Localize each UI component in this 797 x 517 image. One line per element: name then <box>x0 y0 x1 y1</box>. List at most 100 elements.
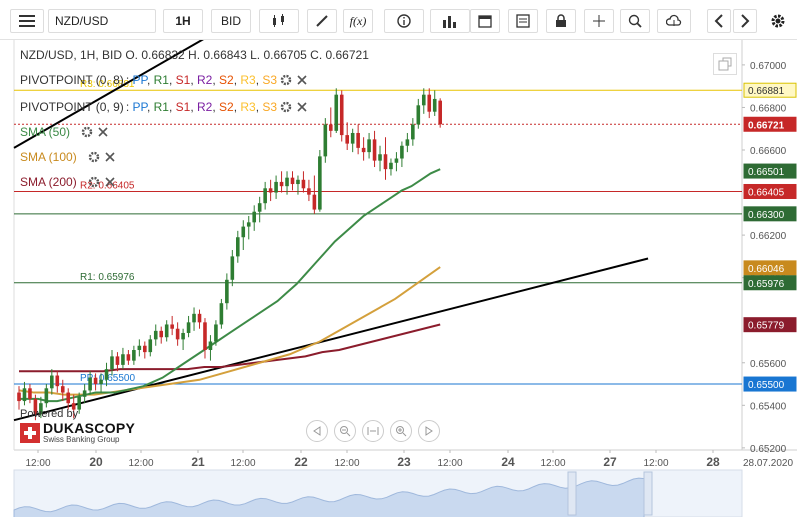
candle-body-66 <box>378 154 382 161</box>
sma50-legend[interactable]: SMA (50) <box>20 125 110 139</box>
close-icon[interactable] <box>103 150 117 164</box>
candle-body-68 <box>389 162 393 170</box>
x-tick-label-5: 22 <box>294 455 308 469</box>
gear-icon[interactable] <box>87 150 101 164</box>
candle-body-0 <box>17 392 21 402</box>
next-icon <box>741 14 750 28</box>
sma200-name: SMA (200) <box>20 175 77 189</box>
pivot-level-r3: R3 <box>240 100 256 114</box>
upload-button[interactable] <box>657 9 691 33</box>
candle-body-36 <box>214 324 218 342</box>
x-tick-label-12: 12:00 <box>643 458 668 469</box>
close-icon[interactable] <box>103 175 117 189</box>
copy-button[interactable] <box>713 53 737 75</box>
gear-icon[interactable] <box>279 100 293 114</box>
ohlc-legend: NZD/USD, 1H, BID O. 0.66832 H. 0.66843 L… <box>20 48 369 62</box>
candle-body-51 <box>296 179 300 185</box>
ohlc-text: NZD/USD, 1H, BID O. 0.66832 H. 0.66843 L… <box>20 48 369 62</box>
candle-body-61 <box>350 132 355 144</box>
draw-button[interactable] <box>307 9 337 33</box>
candle-body-30 <box>181 332 185 340</box>
candle-body-69 <box>394 158 399 163</box>
candle-body-33 <box>197 313 202 323</box>
gear-icon[interactable] <box>279 73 293 87</box>
price-type-label: BID <box>220 14 241 28</box>
candle-body-43 <box>252 211 257 223</box>
price-type-button[interactable]: BID <box>211 9 251 33</box>
candle-body-62 <box>356 132 360 148</box>
y-tick-label-3: 0.66200 <box>750 231 787 242</box>
triangle-right-icon <box>425 426 433 436</box>
price-tag-label-6: 0.65976 <box>748 279 785 290</box>
y-tick-label-7: 0.65200 <box>750 444 787 455</box>
gear-icon[interactable] <box>87 175 101 189</box>
candle-body-27 <box>164 324 169 338</box>
candle-body-15 <box>99 379 103 385</box>
copy-icon <box>718 57 732 71</box>
candle-body-17 <box>110 356 114 370</box>
trend-line-1 <box>13 40 204 149</box>
autoscale-icon <box>367 427 379 435</box>
candle-body-26 <box>159 330 164 338</box>
pivot1-legend[interactable]: PIVOTPOINT (0, 8) : PP, R1, S1, R2, S2, … <box>20 73 309 87</box>
pivot-level-s2: S2 <box>219 100 234 114</box>
x-tick-label-3: 21 <box>191 455 205 469</box>
level-label-0: R3: 0.66881 <box>80 79 135 90</box>
y-tick-label-1: 0.66800 <box>750 103 787 114</box>
lock-button[interactable] <box>546 9 576 33</box>
candle-body-11 <box>77 396 81 410</box>
template-button[interactable] <box>508 9 538 33</box>
price-tag-8 <box>743 376 797 392</box>
draw-icon <box>316 15 328 27</box>
pivot-level-pp: PP <box>132 100 147 114</box>
navigator-handle-right <box>643 471 653 516</box>
price-tag-4 <box>743 206 797 222</box>
price-tag-3 <box>743 183 797 199</box>
menu-button[interactable] <box>10 9 44 33</box>
indicators-button[interactable]: f(x) <box>343 9 373 33</box>
x-tick-label-14: 28.07.2020 <box>743 458 793 469</box>
candle-body-7 <box>55 375 60 387</box>
next-button[interactable] <box>733 9 757 33</box>
volume-button[interactable] <box>430 9 470 33</box>
autoscale-button[interactable] <box>362 420 384 442</box>
close-icon[interactable] <box>295 73 309 87</box>
pivot-level-s3: S3 <box>262 73 278 87</box>
scroll-left-button[interactable] <box>306 420 328 442</box>
pivot-level-s1: S1 <box>175 100 191 114</box>
calendar-button[interactable] <box>470 9 500 33</box>
calendar-icon <box>478 15 492 28</box>
zoom-in-button[interactable] <box>390 420 412 442</box>
x-tick-label-1: 20 <box>89 455 103 469</box>
triangle-left-icon <box>313 426 321 436</box>
crosshair-button[interactable] <box>584 9 614 33</box>
pivot-level-r1: R1 <box>153 100 169 114</box>
close-icon[interactable] <box>96 125 110 139</box>
trend-line-0 <box>13 257 649 422</box>
settings-button[interactable] <box>765 9 791 33</box>
candle-body-52 <box>301 179 306 189</box>
x-tick-label-9: 24 <box>501 455 515 469</box>
zoom-out-button[interactable] <box>334 420 356 442</box>
prev-button[interactable] <box>707 9 731 33</box>
lock-icon <box>556 14 566 27</box>
sma100-legend[interactable]: SMA (100) <box>20 150 117 164</box>
pivot2-legend[interactable]: PIVOTPOINT (0, 9) : PP, R1, S1, R2, S2, … <box>20 100 309 114</box>
candle-body-74 <box>421 94 426 106</box>
candle-body-48 <box>279 181 284 187</box>
sma200-legend[interactable]: SMA (200) <box>20 175 117 189</box>
price-tag-label-1: 0.66721 <box>748 120 785 131</box>
symbol-selector[interactable]: NZD/USD <box>48 9 156 33</box>
plot-area <box>14 40 742 450</box>
gear-icon[interactable] <box>80 125 94 139</box>
zoom-button[interactable] <box>620 9 650 33</box>
close-icon[interactable] <box>295 100 309 114</box>
price-tag-label-4: 0.66300 <box>748 210 785 221</box>
symbol-label: NZD/USD <box>55 14 109 28</box>
scroll-right-button[interactable] <box>418 420 440 442</box>
info-button[interactable] <box>384 9 424 33</box>
timeframe-button[interactable]: 1H <box>163 9 203 33</box>
chart-type-button[interactable] <box>259 9 299 33</box>
info-icon <box>397 14 411 28</box>
